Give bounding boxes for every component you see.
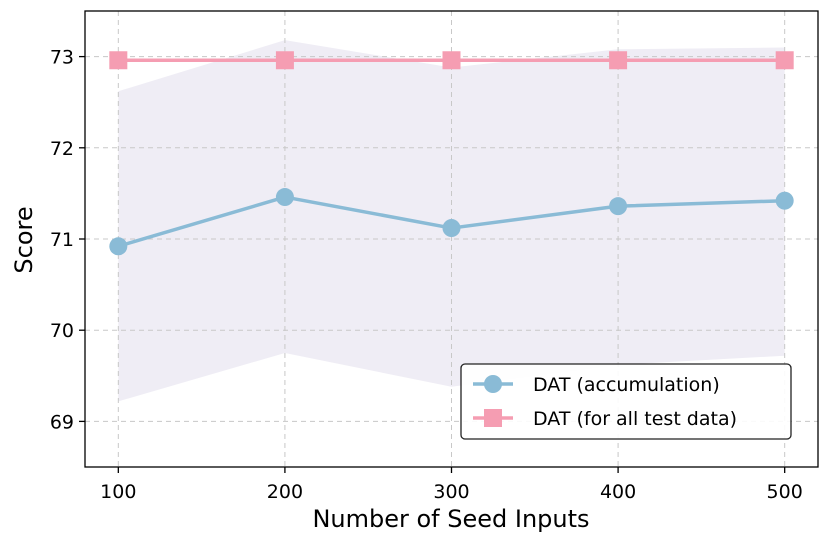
legend-label-accumulation: DAT (accumulation): [533, 374, 720, 396]
data-point-all-test-data-500: [775, 51, 794, 70]
legend: DAT (accumulation) DAT (for all test dat…: [460, 363, 792, 440]
legend-box: [460, 363, 792, 440]
data-point-all-test-data-300: [442, 51, 461, 70]
x-axis-label: Number of Seed Inputs: [312, 505, 589, 533]
x-tick-label-500: 500: [767, 481, 803, 503]
y-tick-label-71: 71: [50, 229, 74, 251]
legend-label-all-test-data: DAT (for all test data): [533, 408, 737, 430]
data-point-all-test-data-100: [109, 51, 128, 70]
data-point-accumulation-100: [109, 237, 128, 256]
data-point-accumulation-400: [609, 197, 628, 216]
y-tick-label-73: 73: [50, 47, 74, 69]
data-point-accumulation-200: [275, 188, 294, 207]
tick-layer: 100 200 300 400 500 69 70 71 72 73: [50, 47, 803, 503]
x-tick-label-100: 100: [100, 481, 136, 503]
y-tick-label-69: 69: [50, 411, 74, 433]
data-point-accumulation-500: [775, 191, 794, 210]
x-tick-label-200: 200: [267, 481, 303, 503]
y-tick-label-72: 72: [50, 138, 74, 160]
legend-marker-all-test-data: [484, 409, 502, 427]
x-tick-label-300: 300: [433, 481, 469, 503]
x-tick-label-400: 400: [600, 481, 636, 503]
data-point-accumulation-300: [442, 219, 461, 238]
legend-marker-accumulation: [484, 375, 502, 393]
data-point-all-test-data-200: [275, 51, 294, 70]
y-tick-label-70: 70: [50, 320, 74, 342]
data-point-all-test-data-400: [609, 51, 628, 70]
y-axis-label: Score: [10, 206, 38, 273]
series-layer: [109, 51, 794, 256]
